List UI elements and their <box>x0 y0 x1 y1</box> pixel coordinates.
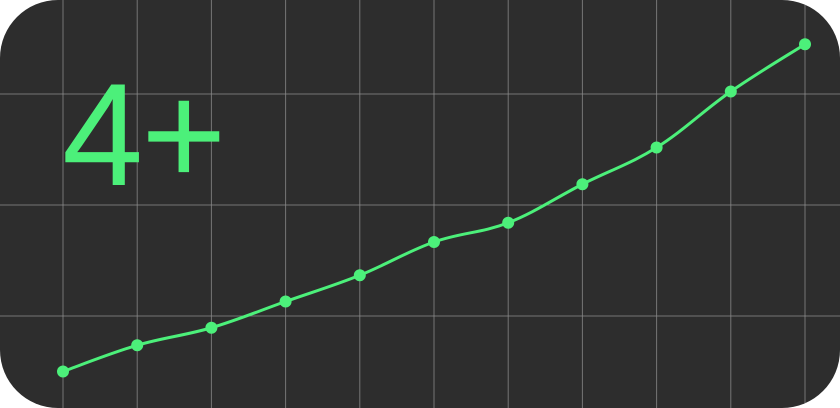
data-point <box>576 178 589 191</box>
data-point <box>428 236 440 248</box>
data-point <box>131 339 144 352</box>
data-point <box>650 141 663 154</box>
data-point <box>57 365 69 378</box>
data-point <box>205 321 218 334</box>
data-point <box>353 269 366 282</box>
headline: 4+ <box>62 53 226 216</box>
data-point <box>799 38 811 51</box>
data-point <box>724 85 737 98</box>
data-points <box>57 38 811 378</box>
data-point <box>279 295 292 308</box>
data-point <box>502 216 515 229</box>
